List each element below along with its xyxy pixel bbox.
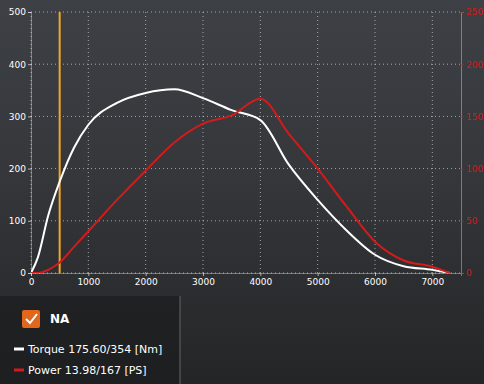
tick-label: 500: [9, 7, 26, 17]
legend-entry: Power 13.98/167 [PS]: [28, 364, 147, 377]
background: [0, 0, 484, 384]
y2-axis: 0 50 100 150 200 250: [461, 7, 483, 278]
tick: 50: [461, 216, 478, 226]
tick-label: 200: [9, 164, 26, 174]
tick-mark: [28, 64, 31, 65]
tick-mark: [461, 12, 464, 13]
tick-mark: [260, 273, 261, 276]
tick: 500: [9, 7, 31, 17]
tick-label: 1000: [77, 277, 100, 287]
tick-label: 300: [9, 112, 26, 122]
tick-mark: [28, 169, 31, 170]
grid-line-x: [203, 12, 204, 273]
legend-entry: Torque 175.60/354 [Nm]: [27, 343, 162, 356]
tick-mark: [146, 273, 147, 276]
tick-label: 6000: [364, 277, 387, 287]
legend: NA Torque 175.60/354 [Nm] Power 13.98/167 …: [0, 296, 180, 384]
checkbox-check[interactable]: [26, 314, 37, 323]
tick: 400: [9, 60, 31, 70]
tick-mark: [88, 273, 89, 276]
tick: 200: [9, 164, 31, 174]
tick: 1000: [77, 273, 100, 287]
series-line: [31, 99, 450, 273]
axis-line: [28, 13, 32, 274]
chart: 0100020003000400050006000700001002003004…: [0, 0, 484, 384]
grid-line-x: [375, 12, 376, 273]
legend-panel: [0, 296, 180, 384]
current-rpm-line: [59, 12, 61, 273]
tick-label: 2000: [135, 277, 158, 287]
series-line: [31, 89, 450, 273]
tick: 2000: [135, 273, 158, 287]
tick-label: 5000: [307, 277, 330, 287]
tick-label: 4000: [249, 277, 272, 287]
tick-mark: [203, 273, 204, 276]
legend-swatch: [14, 369, 24, 372]
tick-mark: [461, 116, 464, 117]
tick: 0: [20, 268, 31, 278]
plot-area: [31, 12, 450, 273]
tick-mark: [375, 273, 376, 276]
legend-title: NA: [50, 312, 70, 326]
tick: 0: [461, 268, 472, 278]
grid-line-y: [31, 12, 461, 13]
tick: 4000: [249, 273, 272, 287]
checkbox[interactable]: [22, 310, 40, 328]
tick-label: 3000: [192, 277, 215, 287]
tick-mark: [28, 273, 31, 274]
tick-mark: [461, 273, 464, 274]
tick-label: 400: [9, 60, 26, 70]
tick: 100: [9, 216, 31, 226]
grid-line-x: [260, 12, 261, 273]
tick-label: 0: [29, 277, 35, 287]
tick-mark: [28, 12, 31, 13]
tick-label: 100: [466, 164, 483, 174]
grid-line-x: [317, 12, 318, 273]
tick: 3000: [192, 273, 215, 287]
tick-label: 250: [466, 7, 483, 17]
y-axis: 0 100 200 300 400 500: [9, 7, 32, 278]
tick: 6000: [364, 273, 387, 287]
tick-mark: [461, 221, 464, 222]
tick-mark: [461, 169, 464, 170]
tick: 150: [461, 112, 483, 122]
legend-swatch: [14, 348, 24, 351]
legend-divider: [180, 296, 181, 384]
tick: 100: [461, 164, 483, 174]
tick-mark: [318, 273, 319, 276]
tick: 200: [461, 60, 483, 70]
grid: [31, 12, 461, 273]
x-axis: 0 1000 2000 3000 4000 5000 6000 7000: [29, 273, 462, 287]
tick-mark: [432, 273, 433, 276]
tick: 0: [29, 273, 35, 287]
tick: 7000: [421, 273, 444, 287]
tick-label: 0: [20, 268, 26, 278]
axis-line: [462, 13, 465, 274]
tick-label: 0: [466, 268, 472, 278]
tick-mark: [28, 221, 31, 222]
axis-line: [32, 274, 462, 277]
tick-label: 7000: [421, 277, 444, 287]
tick-label: 50: [466, 216, 478, 226]
tick: 5000: [307, 273, 330, 287]
grid-line-y: [31, 220, 461, 221]
tick: 300: [9, 112, 31, 122]
tick-mark: [28, 116, 31, 117]
grid-line-x: [145, 12, 146, 273]
tick-label: 150: [466, 112, 483, 122]
tick-mark: [461, 64, 464, 65]
tick-label: 100: [9, 216, 26, 226]
grid-line-x: [432, 12, 433, 273]
grid-line-x: [88, 12, 89, 273]
checkbox-box[interactable]: [22, 310, 40, 328]
grid-line-y: [31, 168, 461, 169]
tick-label: 200: [466, 60, 483, 70]
grid-line-y: [31, 64, 461, 65]
tick: 250: [461, 7, 483, 17]
